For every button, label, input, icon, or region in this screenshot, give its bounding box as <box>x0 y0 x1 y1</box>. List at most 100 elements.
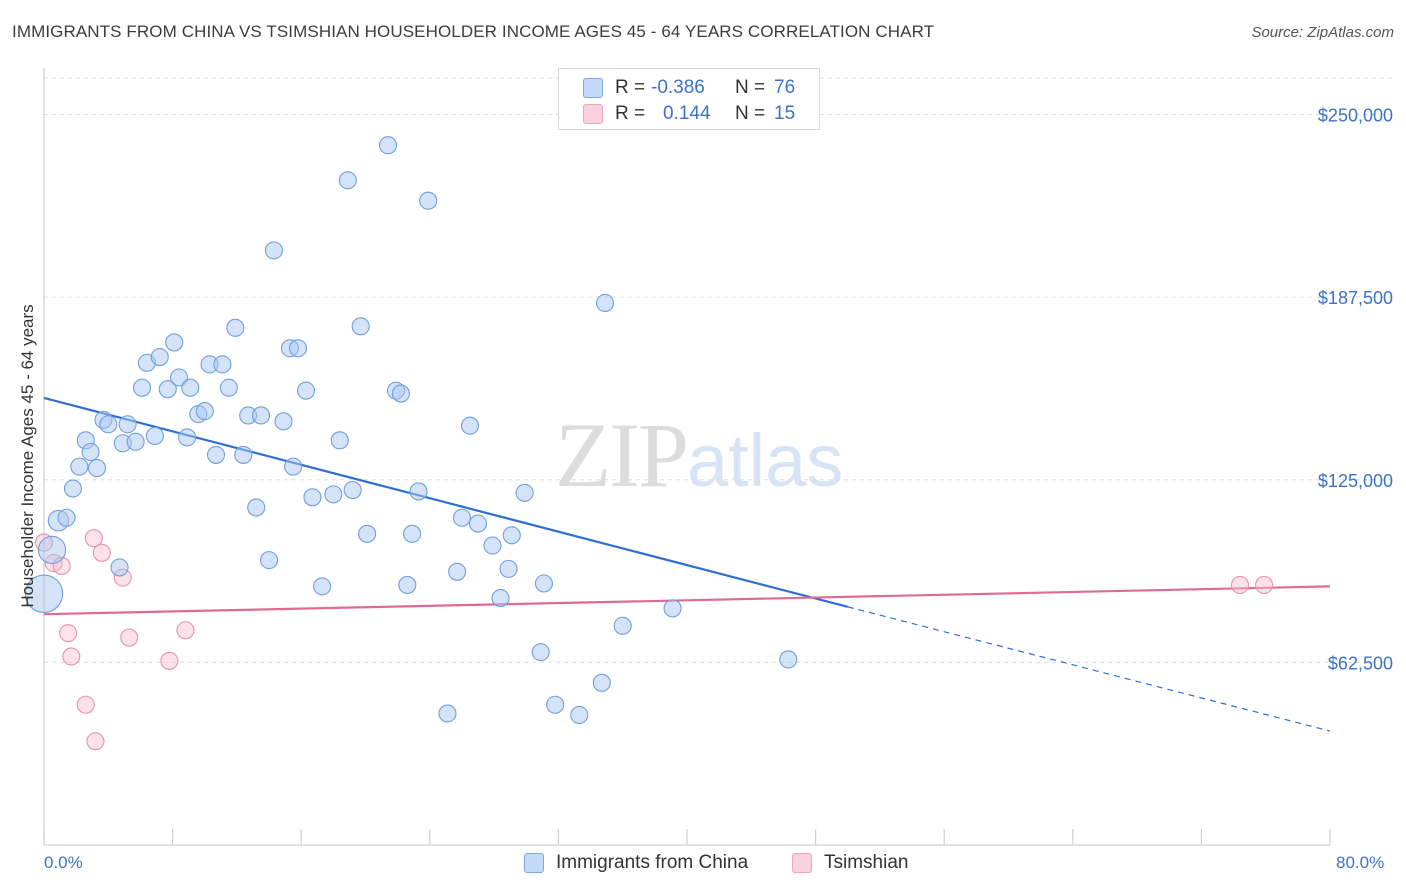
china-point <box>57 508 76 527</box>
correlation-legend: R = -0.386 N = 76 R = 0.144 N = 15 <box>558 68 820 130</box>
china-point <box>158 380 177 399</box>
china-point <box>247 498 266 517</box>
china-point <box>398 575 417 595</box>
china-point <box>460 416 480 435</box>
china-point <box>613 616 632 635</box>
gridlines <box>44 77 1395 663</box>
china-point <box>409 482 428 501</box>
china-point <box>403 524 422 543</box>
china-trend-line <box>43 396 849 608</box>
china-point <box>296 381 316 400</box>
tsimshian-point <box>59 624 78 643</box>
china-point <box>468 514 488 533</box>
tsimshian-point <box>1255 575 1274 595</box>
china-point <box>515 483 534 502</box>
y-axis-label: Householder Income Ages 45 - 64 years <box>18 304 37 608</box>
china-point <box>169 368 189 387</box>
china-point <box>546 695 565 714</box>
tsimshian-point <box>62 647 81 666</box>
y-tick-labels: $62,500 $125,000 $187,500 $250,000 <box>1318 106 1393 674</box>
china-point <box>391 384 410 403</box>
tsimshian-point <box>76 695 95 714</box>
tsimshian-point <box>92 543 111 562</box>
tsimshian-swatch <box>792 853 812 873</box>
china-point <box>663 599 682 618</box>
n-label: N = <box>735 77 766 98</box>
china-point <box>181 378 200 397</box>
china-point <box>234 445 253 464</box>
china-point <box>324 485 343 504</box>
china-point <box>448 562 467 581</box>
china-point <box>330 431 349 450</box>
china-point <box>126 432 145 451</box>
china-point <box>226 318 245 337</box>
china-point <box>37 535 67 565</box>
china-point <box>570 705 589 725</box>
x-tick-label-min: 0.0% <box>44 853 83 872</box>
y-tick-label: $187,500 <box>1318 288 1393 308</box>
china-point <box>491 589 510 608</box>
china-point <box>313 577 332 596</box>
china-point <box>133 378 152 397</box>
china-point <box>195 402 214 421</box>
china-point <box>338 171 357 190</box>
tsimshian-swatch <box>583 104 603 124</box>
china-point <box>219 378 238 397</box>
china-point <box>87 459 107 478</box>
china-point <box>534 574 553 593</box>
chart-title: IMMIGRANTS FROM CHINA VS TSIMSHIAN HOUSE… <box>12 22 935 41</box>
tsimshian-point <box>176 621 195 640</box>
china-point <box>178 428 197 447</box>
tsimshian-trend-line <box>43 585 1331 616</box>
y-tick-label: $125,000 <box>1318 471 1393 491</box>
china-swatch <box>524 853 544 873</box>
n-label: N = <box>735 103 766 124</box>
china-point <box>351 317 370 336</box>
china-point <box>259 551 279 570</box>
china-point <box>63 479 82 498</box>
tsimshian-point <box>120 628 139 647</box>
china-point <box>264 241 283 260</box>
china-point <box>110 558 129 577</box>
source-note: Source: ZipAtlas.com <box>1251 24 1394 41</box>
china-point <box>303 488 322 507</box>
china-point <box>70 457 89 476</box>
china-trend-extension <box>847 606 1331 732</box>
china-point <box>274 412 293 431</box>
legend-label: Tsimshian <box>824 852 909 873</box>
china-point <box>483 536 502 555</box>
china-point <box>213 355 232 374</box>
china-point <box>499 559 518 578</box>
x-tick-label-max: 80.0% <box>1336 853 1385 872</box>
china-point <box>284 457 303 476</box>
china-point <box>343 480 362 500</box>
china-point <box>99 415 118 434</box>
trend-lines <box>43 396 1331 732</box>
china-point <box>358 524 377 543</box>
china-point <box>531 643 550 662</box>
y-tick-label: $250,000 <box>1318 106 1393 126</box>
china-point <box>81 442 100 462</box>
tsimshian-point <box>86 732 105 751</box>
y-tick-label: $62,500 <box>1328 653 1393 673</box>
r-label: R = <box>615 103 646 124</box>
china-swatch <box>583 78 603 98</box>
china-point <box>206 445 226 464</box>
china-point <box>150 347 169 367</box>
r-label: R = <box>615 77 646 98</box>
china-point <box>419 191 438 210</box>
china-point <box>145 426 164 445</box>
axes <box>43 68 1331 846</box>
tsimshian-point <box>160 651 179 670</box>
china-point <box>24 574 64 613</box>
n-value: 15 <box>774 103 796 124</box>
china-point <box>779 650 798 669</box>
china-point <box>592 673 611 692</box>
data-points <box>24 136 1274 751</box>
china-point <box>378 136 398 155</box>
china-point <box>502 526 521 545</box>
r-value: 0.144 <box>663 103 711 124</box>
china-point <box>118 415 137 434</box>
tsimshian-point <box>84 529 103 548</box>
